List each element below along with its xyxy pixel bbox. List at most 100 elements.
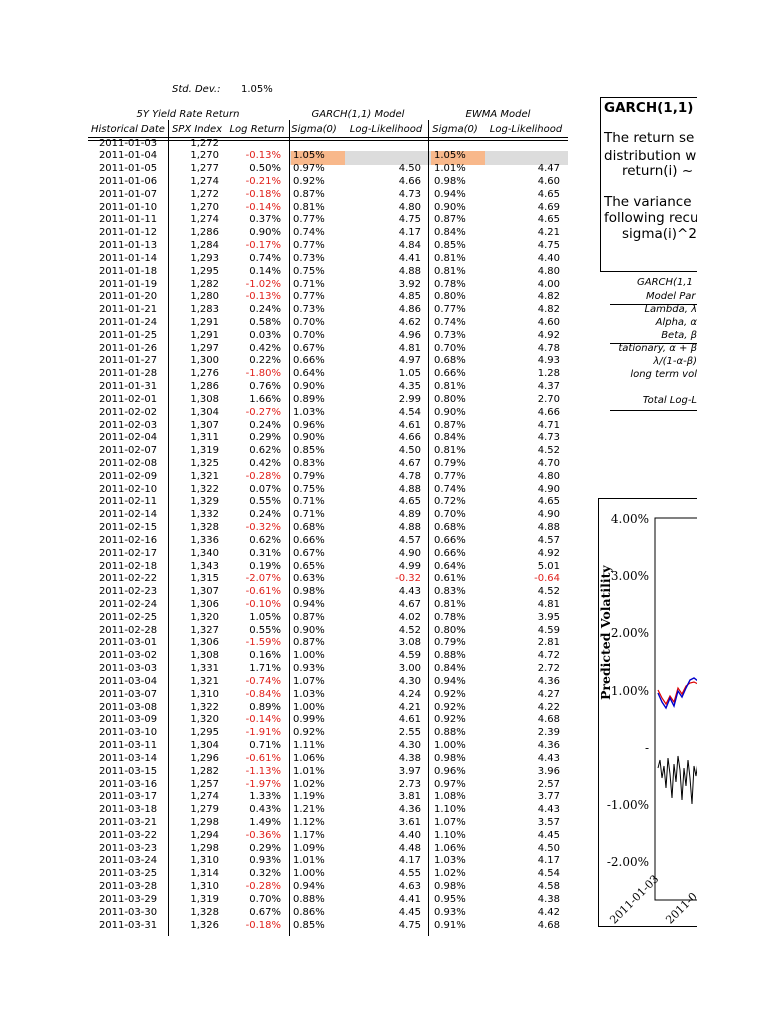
- cell: 0.92%: [434, 688, 466, 700]
- y-tick-label: 3.00%: [610, 569, 649, 584]
- cell: 4.54: [537, 868, 560, 880]
- std-dev-label: Std. Dev.:: [172, 84, 221, 95]
- cell: 1.49%: [249, 816, 281, 828]
- cell: 0.83%: [293, 458, 325, 469]
- cell: 4.35: [398, 381, 421, 393]
- cell: 0.95%: [434, 893, 466, 905]
- cell: 1,319: [190, 893, 219, 905]
- cell: 0.73%: [293, 252, 325, 264]
- cell: 4.92: [537, 329, 560, 341]
- cell: 1.17%: [293, 829, 325, 841]
- cell: 2011-01-07: [98, 188, 158, 200]
- cell: 1.03%: [293, 688, 325, 700]
- cell: 4.88: [398, 522, 421, 534]
- param-subtitle: Model Par: [646, 291, 696, 302]
- cell: 0.22%: [249, 355, 281, 367]
- cell: 1.07%: [293, 675, 325, 687]
- cell: 2011-02-02: [98, 406, 158, 418]
- info-line: The return se: [604, 130, 695, 146]
- cell: -1.91%: [245, 727, 281, 739]
- cell: 0.77%: [293, 291, 325, 303]
- cell: 0.99%: [293, 714, 325, 726]
- cell: 0.68%: [293, 522, 325, 534]
- cell: -0.18%: [245, 919, 281, 931]
- cell: 1,325: [190, 458, 219, 469]
- cell: 4.90: [398, 547, 421, 559]
- cell: 0.55%: [249, 496, 281, 508]
- cell: -0.13%: [245, 150, 281, 162]
- cell: 0.62%: [249, 534, 281, 546]
- cell: 2011-03-02: [98, 650, 158, 662]
- cell: 0.84%: [434, 227, 466, 239]
- cell: 1,307: [190, 586, 219, 598]
- cell: 4.43: [537, 752, 560, 764]
- cell: 0.90%: [434, 201, 466, 213]
- cell: 2011-03-24: [98, 855, 158, 867]
- y-tick-label: -1.00%: [606, 798, 649, 812]
- cell: 1,291: [190, 316, 219, 328]
- cell: 0.81%: [293, 201, 325, 213]
- cell: 0.24%: [249, 419, 281, 431]
- cell: 0.16%: [249, 650, 281, 662]
- cell: 0.64%: [293, 368, 325, 380]
- cell: 1.09%: [293, 842, 325, 854]
- cell: -1.13%: [245, 765, 281, 777]
- cell: 4.90: [537, 509, 560, 521]
- cell: 0.70%: [434, 342, 466, 354]
- cell: 2011-02-08: [98, 458, 158, 469]
- cell: 4.92: [537, 547, 560, 559]
- cell: 0.94%: [293, 599, 325, 611]
- cell: 4.45: [537, 829, 560, 841]
- cell: 0.83%: [434, 586, 466, 598]
- cell: 0.24%: [249, 509, 281, 521]
- cell: 0.66%: [293, 355, 325, 367]
- info-line: return(i) ~: [622, 163, 694, 179]
- cell: 1.28: [537, 368, 560, 380]
- cell: 0.79%: [293, 470, 325, 482]
- cell: 4.61: [398, 714, 421, 726]
- cell: 1,328: [190, 906, 219, 918]
- cell: 4.80: [537, 470, 560, 482]
- cell: 1,279: [190, 804, 219, 816]
- cell: 1,336: [190, 534, 219, 546]
- cell: 1.03%: [293, 406, 325, 418]
- cell: 2011-03-17: [98, 791, 158, 803]
- cell: 0.66%: [434, 547, 466, 559]
- cell: 1,276: [190, 368, 219, 380]
- cell: 0.80%: [434, 624, 466, 636]
- cell: 4.80: [398, 201, 421, 213]
- cell: 4.59: [398, 650, 421, 662]
- cell: 0.32%: [249, 868, 281, 880]
- cell: 1,340: [190, 547, 219, 559]
- cell: 4.17: [537, 855, 560, 867]
- cell: 4.93: [537, 355, 560, 367]
- cell: -0.74%: [245, 675, 281, 687]
- param-label: long term vol: [630, 369, 697, 380]
- cell: 4.66: [398, 175, 421, 187]
- cell: 0.81%: [434, 445, 466, 457]
- cell: 0.37%: [249, 214, 281, 226]
- cell: 5.01: [537, 560, 560, 572]
- cell: 0.97%: [434, 778, 466, 790]
- cell: 0.84%: [434, 432, 466, 444]
- cell: 0.94%: [293, 881, 325, 893]
- cell: 2011-01-03: [98, 137, 158, 149]
- cell: 2011-03-09: [98, 714, 158, 726]
- cell: 4.78: [537, 342, 560, 354]
- cell: 1.11%: [293, 740, 325, 752]
- cell: 0.63%: [293, 573, 325, 585]
- cell: 1,320: [190, 714, 219, 726]
- cell: 2011-02-16: [98, 534, 158, 546]
- cell: 2011-02-15: [98, 522, 158, 534]
- cell: 1,286: [190, 227, 219, 239]
- cell: 0.07%: [249, 483, 281, 495]
- cell: 0.94%: [434, 188, 466, 200]
- cell: 1,306: [190, 599, 219, 611]
- cell: 4.75: [398, 214, 421, 226]
- cell: -0.14%: [245, 201, 281, 213]
- cell: 0.77%: [293, 240, 325, 252]
- cell: 4.41: [398, 252, 421, 264]
- cell: 3.08: [398, 637, 421, 649]
- cell: 1,310: [190, 855, 219, 867]
